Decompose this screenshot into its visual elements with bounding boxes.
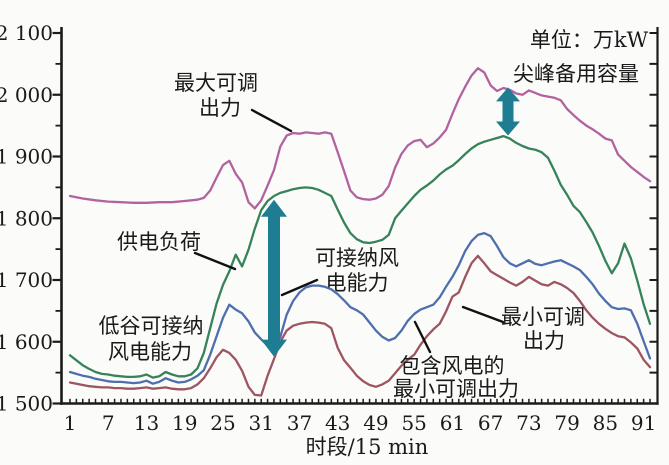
x-tick-label: 79 — [554, 411, 579, 435]
min-output-with-wind-label: 包含风电的 — [400, 354, 505, 378]
wind-acceptance-arrow — [261, 199, 287, 357]
valley-wind-acceptance-label: 低谷可接纳 — [99, 314, 204, 338]
x-tick-label: 13 — [134, 411, 159, 435]
x-tick-label: 37 — [287, 411, 312, 435]
x-tick-label: 1 — [64, 411, 77, 435]
y-tick-label: 2 000 — [0, 83, 53, 107]
x-axis-title: 时段/15 min — [306, 435, 429, 459]
series-min-adjustable-output — [68, 254, 652, 397]
x-tick-label: 91 — [631, 411, 656, 435]
series-power-supply-load — [68, 134, 652, 379]
min-adjustable-output-label: 最小可调 — [501, 305, 585, 329]
x-tick-label: 49 — [363, 411, 388, 435]
wind-acceptance-label: 可接纳风 — [315, 246, 399, 270]
annotations: 最大可调出力供电负荷可接纳风电能力低谷可接纳风电能力最小可调出力包含风电的最小可… — [99, 62, 640, 401]
axes: 2 100 2 000 1 900 1 800 1 700 1 600 1 500 1 7 13 1… — [0, 21, 659, 435]
x-tick-label: 55 — [401, 411, 426, 435]
x-tick-label: 61 — [440, 411, 465, 435]
unit-label: 单位：万kW — [530, 28, 649, 52]
peak-reserve-label: 尖峰备用容量 — [513, 62, 639, 86]
max-adjustable-output-label: 出力 — [199, 96, 241, 120]
y-tick-label: 1 800 — [0, 206, 53, 230]
supply-load-label: 供电负荷 — [117, 230, 201, 254]
x-tick-label: 31 — [248, 411, 273, 435]
y-tick-label: 2 100 — [0, 21, 53, 45]
wind-acceptance-label-leader — [280, 278, 319, 297]
series-lines — [68, 67, 652, 397]
y-tick-label: 1 900 — [0, 145, 53, 169]
wind-acceptance-label: 电能力 — [326, 271, 389, 295]
y-tick-label: 1 700 — [0, 268, 53, 292]
x-tick-label: 25 — [210, 411, 235, 435]
max-adjustable-output-label-leader — [250, 108, 293, 133]
capacity-arrows — [261, 87, 520, 357]
y-tick-label: 1 500 — [0, 392, 53, 416]
max-adjustable-output-label: 最大可调 — [174, 71, 258, 95]
y-tick-label: 1 600 — [0, 330, 53, 354]
series-min-output-with-wind — [68, 231, 652, 385]
min-adjustable-output-label: 出力 — [523, 329, 565, 353]
min-output-with-wind-label: 最小可调出力 — [393, 377, 519, 401]
supply-load-label-leader — [193, 251, 237, 271]
x-tick-label: 19 — [172, 411, 197, 435]
peak-reserve-arrow — [496, 87, 520, 136]
x-tick-label: 7 — [102, 411, 115, 435]
min-output-with-wind-label-leader — [413, 320, 432, 354]
x-tick-label: 85 — [593, 411, 618, 435]
x-tick-label: 67 — [478, 411, 503, 435]
x-tick-label: 43 — [325, 411, 350, 435]
min-adjustable-output-label-leader — [461, 305, 505, 324]
series-max-adjustable-output — [68, 67, 652, 210]
valley-wind-acceptance-label: 风电能力 — [108, 340, 192, 364]
x-tick-label: 73 — [516, 411, 541, 435]
